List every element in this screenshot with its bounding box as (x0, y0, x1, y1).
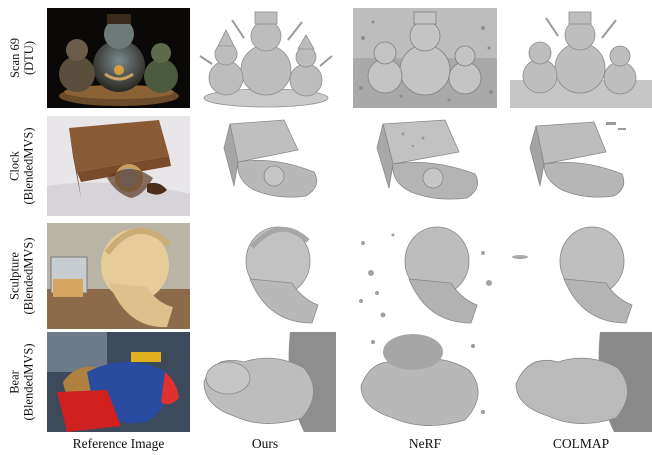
column-label-reference-image: Reference Image (72, 436, 165, 451)
row-label-bear: Bear (BlendedMVS) (8, 343, 37, 421)
ours-mesh-scan69 (194, 8, 336, 108)
reference-image-bear (47, 332, 190, 432)
ours-mesh-bear (194, 332, 336, 432)
colmap-mesh-bear (510, 332, 652, 432)
column-label-ours: Ours (251, 436, 279, 451)
colmap-mesh-sculpture (510, 223, 652, 329)
nerf-mesh-scan69 (353, 8, 497, 108)
column-label-nerf: NeRF (408, 436, 442, 451)
nerf-mesh-sculpture (353, 223, 497, 329)
row-label-scan69: Scan 69 (DTU) (8, 38, 36, 78)
reference-image-clock (47, 116, 190, 216)
ours-mesh-clock (194, 116, 336, 216)
colmap-mesh-scan69 (510, 8, 652, 108)
reference-image-sculpture (47, 223, 190, 329)
column-label-colmap: COLMAP (552, 436, 610, 451)
row-label-clock: Clock (BlendedMVS) (8, 127, 37, 205)
reference-image-scan69 (47, 8, 190, 108)
nerf-mesh-clock (353, 116, 497, 216)
nerf-mesh-bear (353, 332, 497, 432)
row-label-sculpture: Sculpture (BlendedMVS) (8, 237, 37, 315)
colmap-mesh-clock (510, 116, 652, 216)
ours-mesh-sculpture (194, 223, 336, 329)
